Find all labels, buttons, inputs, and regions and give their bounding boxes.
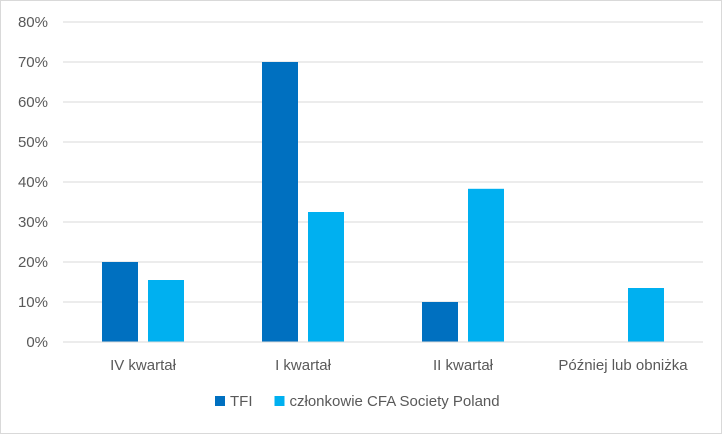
y-axis-ticks: 0% 10% 20% 30% 40% 50% 60% 70% 80% — [18, 14, 48, 351]
bar — [148, 280, 184, 342]
bar — [308, 212, 344, 342]
y-tick-label: 50% — [18, 134, 48, 151]
legend-label: TFI — [230, 393, 253, 410]
y-tick-label: 70% — [18, 54, 48, 71]
bar — [262, 62, 298, 342]
bars — [102, 62, 664, 342]
y-tick-label: 0% — [26, 334, 48, 351]
gridlines — [63, 21, 703, 303]
bar — [468, 188, 504, 342]
y-tick-label: 10% — [18, 294, 48, 311]
bar — [628, 288, 664, 342]
y-tick-label: 30% — [18, 214, 48, 231]
x-tick-label: Później lub obniżka — [558, 357, 688, 374]
x-tick-label: I kwartał — [275, 357, 332, 374]
x-axis-labels: IV kwartał I kwartał II kwartał Później lub… — [110, 357, 688, 374]
legend: TFI członkowie CFA Society Poland — [215, 393, 500, 410]
legend-swatch — [274, 396, 285, 406]
legend-swatch — [215, 396, 225, 406]
y-tick-label: 20% — [18, 254, 48, 271]
bar — [102, 262, 138, 342]
x-tick-label: II kwartał — [433, 357, 494, 374]
x-tick-label: IV kwartał — [110, 357, 177, 374]
bar — [422, 302, 458, 342]
y-tick-label: 60% — [18, 94, 48, 111]
legend-label: członkowie CFA Society Poland — [290, 393, 500, 410]
y-tick-label: 40% — [18, 174, 48, 191]
y-tick-label: 80% — [18, 14, 48, 31]
